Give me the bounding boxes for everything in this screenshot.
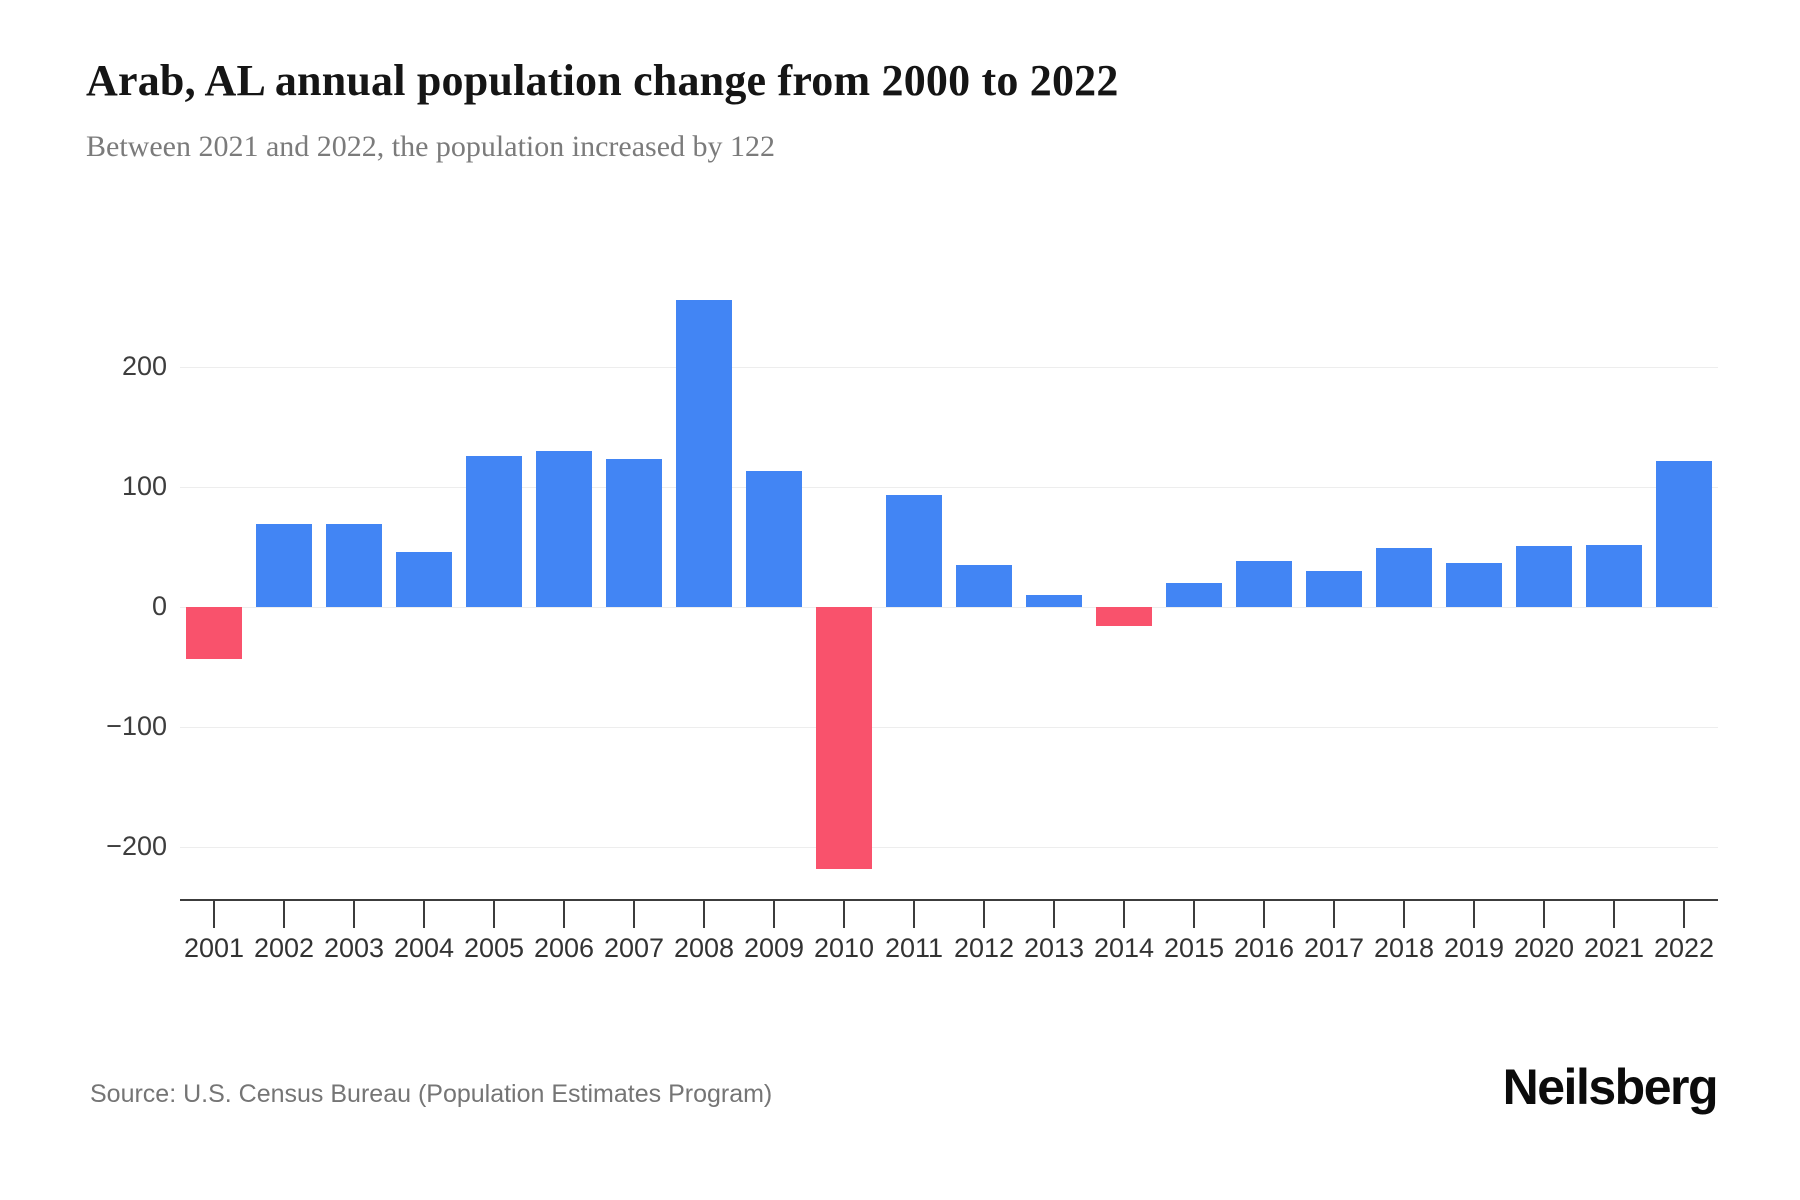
- x-tick-label-2014: 2014: [1093, 933, 1155, 963]
- bar-2003[interactable]: [326, 524, 382, 607]
- source-note: Source: U.S. Census Bureau (Population E…: [90, 1080, 773, 1108]
- x-tick-label-2017: 2017: [1303, 933, 1365, 963]
- x-tick-2002: [283, 901, 285, 928]
- x-tick-2015: [1193, 901, 1195, 928]
- x-tick-label-2004: 2004: [393, 933, 455, 963]
- x-tick-label-2002: 2002: [253, 933, 315, 963]
- y-tick-label-0: 0: [151, 591, 167, 621]
- x-tick-2012: [983, 901, 985, 928]
- x-tick-label-2021: 2021: [1583, 933, 1645, 963]
- bar-2015[interactable]: [1166, 583, 1222, 607]
- x-tick-label-2001: 2001: [183, 933, 245, 963]
- bar-2022[interactable]: [1656, 460, 1712, 607]
- bar-2021[interactable]: [1586, 544, 1642, 607]
- bar-2007[interactable]: [606, 459, 662, 607]
- x-tick-label-2005: 2005: [463, 933, 525, 963]
- x-tick-2011: [913, 901, 915, 928]
- x-tick-label-2018: 2018: [1373, 933, 1435, 963]
- x-tick-2022: [1683, 901, 1685, 928]
- gridline-−200: [180, 846, 1718, 848]
- x-tick-2005: [493, 901, 495, 928]
- gridline-0: [180, 606, 1718, 608]
- y-tick-label-100: 100: [121, 471, 167, 501]
- bar-2006[interactable]: [536, 451, 592, 607]
- x-tick-label-2022: 2022: [1653, 933, 1715, 963]
- x-tick-label-2020: 2020: [1513, 933, 1575, 963]
- gridline-200: [180, 366, 1718, 368]
- x-tick-2021: [1613, 901, 1615, 928]
- x-tick-label-2010: 2010: [813, 933, 875, 963]
- x-tick-label-2013: 2013: [1023, 933, 1085, 963]
- x-tick-2013: [1053, 901, 1055, 928]
- x-tick-label-2007: 2007: [603, 933, 665, 963]
- y-tick-label-−100: −100: [106, 711, 167, 741]
- bar-2017[interactable]: [1306, 571, 1362, 607]
- x-tick-label-2015: 2015: [1163, 933, 1225, 963]
- x-tick-label-2019: 2019: [1443, 933, 1505, 963]
- bar-2005[interactable]: [466, 455, 522, 607]
- bar-2004[interactable]: [396, 551, 452, 607]
- x-tick-label-2006: 2006: [533, 933, 595, 963]
- x-tick-label-2012: 2012: [953, 933, 1015, 963]
- bar-2011[interactable]: [886, 495, 942, 607]
- bar-2001[interactable]: [186, 607, 242, 659]
- bar-2016[interactable]: [1236, 561, 1292, 607]
- x-axis-line: [180, 899, 1718, 901]
- bar-2009[interactable]: [746, 471, 802, 607]
- x-tick-label-2009: 2009: [743, 933, 805, 963]
- bar-2002[interactable]: [256, 524, 312, 607]
- chart-title: Arab, AL annual population change from 2…: [86, 56, 1119, 105]
- x-tick-2020: [1543, 901, 1545, 928]
- x-tick-2018: [1403, 901, 1405, 928]
- y-tick-label-200: 200: [121, 351, 167, 381]
- x-tick-2010: [843, 901, 845, 928]
- x-tick-label-2016: 2016: [1233, 933, 1295, 963]
- bar-2014[interactable]: [1096, 607, 1152, 627]
- x-tick-2004: [423, 901, 425, 928]
- bar-2012[interactable]: [956, 565, 1012, 607]
- x-tick-label-2003: 2003: [323, 933, 385, 963]
- x-tick-2016: [1263, 901, 1265, 928]
- gridline-100: [180, 486, 1718, 488]
- bar-2010[interactable]: [816, 607, 872, 869]
- x-tick-2008: [703, 901, 705, 928]
- x-tick-2003: [353, 901, 355, 928]
- chart-subtitle: Between 2021 and 2022, the population in…: [86, 130, 776, 163]
- y-tick-label-−200: −200: [106, 831, 167, 861]
- bar-2020[interactable]: [1516, 545, 1572, 607]
- bar-2018[interactable]: [1376, 548, 1432, 607]
- bar-2008[interactable]: [676, 299, 732, 607]
- bar-2019[interactable]: [1446, 562, 1502, 607]
- brand-logo: Neilsberg: [1502, 1059, 1719, 1115]
- x-tick-2006: [563, 901, 565, 928]
- x-tick-2009: [773, 901, 775, 928]
- x-tick-2007: [633, 901, 635, 928]
- x-tick-2001: [213, 901, 215, 928]
- bar-2013[interactable]: [1026, 595, 1082, 607]
- x-tick-2019: [1473, 901, 1475, 928]
- gridline-−100: [180, 726, 1718, 728]
- x-tick-2017: [1333, 901, 1335, 928]
- x-tick-2014: [1123, 901, 1125, 928]
- x-tick-label-2008: 2008: [673, 933, 735, 963]
- x-tick-label-2011: 2011: [884, 933, 944, 963]
